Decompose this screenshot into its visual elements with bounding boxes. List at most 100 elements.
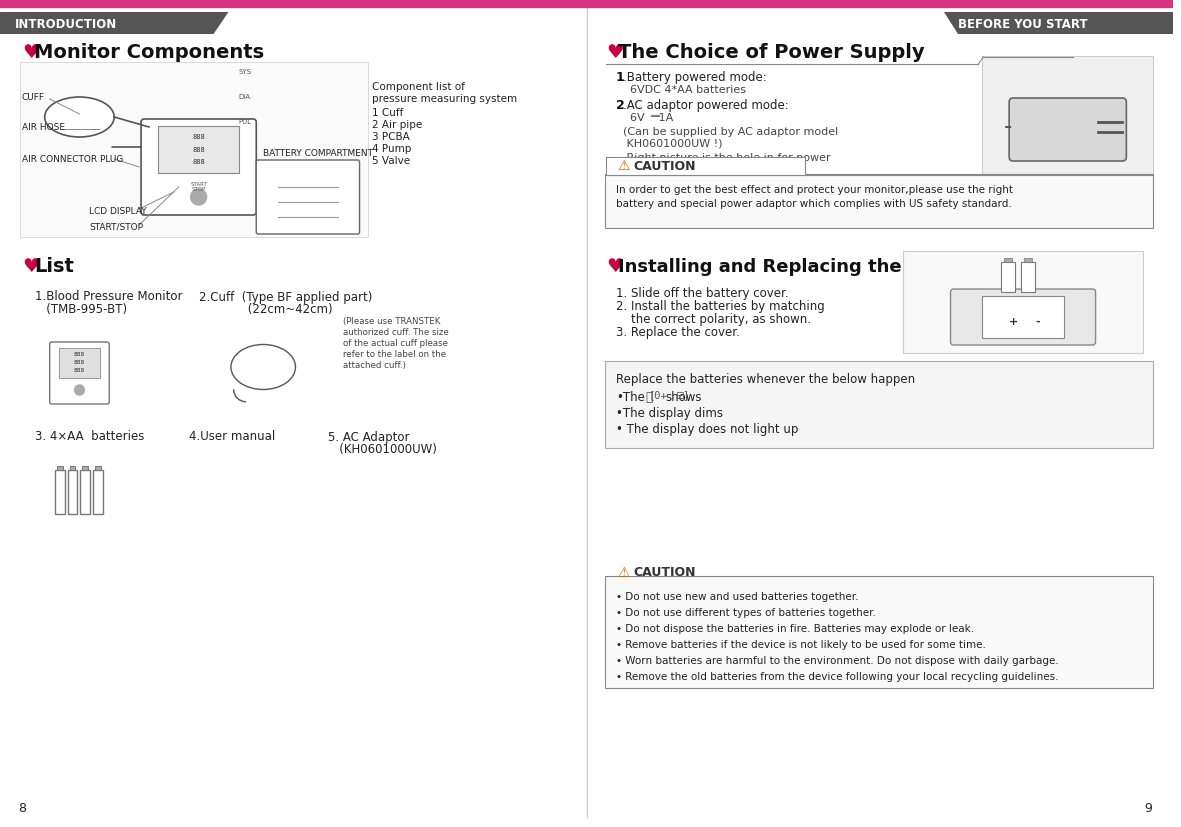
Text: • Remove batteries if the device is not likely to be used for some time.: • Remove batteries if the device is not … xyxy=(615,640,986,650)
Text: START
STOP: START STOP xyxy=(190,182,207,193)
Text: of the actual cuff please: of the actual cuff please xyxy=(342,339,448,348)
Text: 1 Cuff: 1 Cuff xyxy=(372,108,404,118)
Bar xyxy=(67,470,78,514)
Text: refer to the label on the: refer to the label on the xyxy=(342,350,445,359)
Bar xyxy=(54,470,65,514)
Text: ⊟]: ⊟] xyxy=(676,390,689,400)
Bar xyxy=(0,0,1173,7)
FancyBboxPatch shape xyxy=(59,348,100,378)
Text: adaptor.: adaptor. xyxy=(615,165,672,175)
Text: CUFF: CUFF xyxy=(22,93,45,102)
Text: 8: 8 xyxy=(18,802,26,815)
Text: (KH0601000UW): (KH0601000UW) xyxy=(328,443,437,457)
Text: 1.Blood Pressure Monitor: 1.Blood Pressure Monitor xyxy=(34,290,182,304)
FancyBboxPatch shape xyxy=(983,56,1153,188)
Circle shape xyxy=(74,385,84,395)
Text: ⚠: ⚠ xyxy=(618,159,631,173)
Bar xyxy=(1004,258,1012,262)
Text: attached cuff.): attached cuff.) xyxy=(342,361,405,370)
Text: -: - xyxy=(1036,317,1040,327)
FancyBboxPatch shape xyxy=(606,157,804,175)
FancyBboxPatch shape xyxy=(605,174,1153,228)
Text: ♥: ♥ xyxy=(606,257,624,276)
Text: •The display dims: •The display dims xyxy=(615,407,723,420)
FancyBboxPatch shape xyxy=(256,160,359,234)
Text: BEFORE YOU START: BEFORE YOU START xyxy=(959,17,1088,31)
Text: The Choice of Power Supply: The Choice of Power Supply xyxy=(618,42,925,61)
Text: ⚠: ⚠ xyxy=(618,566,631,580)
Text: • Do not use new and used batteries together.: • Do not use new and used batteries toge… xyxy=(615,592,859,602)
Text: shows: shows xyxy=(665,391,702,404)
Text: 888: 888 xyxy=(193,134,205,140)
Text: 4.User manual: 4.User manual xyxy=(189,431,275,443)
Text: (22cm~42cm): (22cm~42cm) xyxy=(198,304,332,317)
FancyBboxPatch shape xyxy=(983,296,1064,338)
Text: INTRODUCTION: INTRODUCTION xyxy=(15,17,117,31)
FancyBboxPatch shape xyxy=(605,576,1153,688)
Text: 888: 888 xyxy=(74,361,85,366)
Text: ♥: ♥ xyxy=(22,257,39,276)
FancyBboxPatch shape xyxy=(605,361,1153,448)
Text: .AC adaptor powered mode:: .AC adaptor powered mode: xyxy=(622,99,789,112)
Text: 4 Pump: 4 Pump xyxy=(372,144,412,154)
Text: 3. Replace the cover.: 3. Replace the cover. xyxy=(615,326,739,339)
FancyBboxPatch shape xyxy=(1009,98,1127,161)
Text: (Can be supplied by AC adaptor model: (Can be supplied by AC adaptor model xyxy=(615,127,839,137)
Text: 9: 9 xyxy=(1144,802,1153,815)
Bar xyxy=(96,466,102,470)
Text: BATTERY COMPARTMENT: BATTERY COMPARTMENT xyxy=(263,150,373,159)
Text: • The display does not light up: • The display does not light up xyxy=(615,423,798,436)
Text: CAUTION: CAUTION xyxy=(634,160,696,173)
Bar xyxy=(1024,258,1032,262)
Text: SYS: SYS xyxy=(239,69,252,75)
Bar xyxy=(57,466,63,470)
Text: ♥: ♥ xyxy=(606,42,624,61)
Text: the correct polarity, as shown.: the correct polarity, as shown. xyxy=(615,313,811,326)
Text: 5 Valve: 5 Valve xyxy=(372,156,411,166)
Text: authorized cuff. The size: authorized cuff. The size xyxy=(342,328,449,337)
Text: •The: •The xyxy=(615,391,645,404)
Text: 2: 2 xyxy=(615,99,625,112)
Text: +: + xyxy=(1009,317,1018,327)
Text: 2. Install the batteries by matching: 2. Install the batteries by matching xyxy=(615,300,824,313)
Text: 2.Cuff  (Type BF applied part): 2.Cuff (Type BF applied part) xyxy=(198,290,372,304)
Text: List: List xyxy=(34,257,73,276)
FancyBboxPatch shape xyxy=(158,126,240,173)
Text: 1. Slide off the battery cover.: 1. Slide off the battery cover. xyxy=(615,287,789,300)
Text: LCD DISPLAY: LCD DISPLAY xyxy=(90,208,146,217)
Text: 5. AC Adaptor: 5. AC Adaptor xyxy=(328,431,410,443)
Text: 6VDC 4*AA batteries: 6VDC 4*AA batteries xyxy=(622,85,745,95)
Bar xyxy=(80,470,91,514)
Text: 888: 888 xyxy=(74,369,85,374)
Text: AIR HOSE: AIR HOSE xyxy=(22,122,65,131)
Text: • Do not dispose the batteries in fire. Batteries may explode or leak.: • Do not dispose the batteries in fire. … xyxy=(615,624,974,634)
Bar xyxy=(1022,262,1035,292)
Ellipse shape xyxy=(45,97,115,137)
FancyBboxPatch shape xyxy=(902,251,1143,353)
Text: • Worn batteries are harmful to the environment. Do not dispose with daily garba: • Worn batteries are harmful to the envi… xyxy=(615,656,1058,666)
Text: 🔋: 🔋 xyxy=(646,391,653,404)
Text: 2 Air pipe: 2 Air pipe xyxy=(372,120,423,130)
FancyBboxPatch shape xyxy=(141,119,256,215)
Text: (Please use TRANSTEK: (Please use TRANSTEK xyxy=(342,317,441,326)
Text: (TMB-995-BT): (TMB-995-BT) xyxy=(34,304,126,317)
Circle shape xyxy=(190,189,207,205)
Text: KH0601000UW !): KH0601000UW !) xyxy=(615,139,723,149)
Text: Monitor Components: Monitor Components xyxy=(34,42,263,61)
Text: • Do not use different types of batteries together.: • Do not use different types of batterie… xyxy=(615,608,875,618)
Text: 6V    1A: 6V 1A xyxy=(622,113,673,123)
Bar xyxy=(93,470,103,514)
Text: AIR CONNECTOR PLUG: AIR CONNECTOR PLUG xyxy=(22,155,123,164)
Text: Component list of: Component list of xyxy=(372,82,465,92)
Text: In order to get the best effect and protect your monitor,please use the right: In order to get the best effect and prot… xyxy=(615,185,1013,195)
Text: 888: 888 xyxy=(74,351,85,356)
Text: Right picture is the hole in for power: Right picture is the hole in for power xyxy=(615,153,830,163)
Text: PUL: PUL xyxy=(239,119,252,125)
Bar xyxy=(83,466,89,470)
Bar xyxy=(70,466,76,470)
Bar xyxy=(1001,262,1016,292)
Text: CAUTION: CAUTION xyxy=(634,566,696,580)
Text: • Remove the old batteries from the device following your local recycling guidel: • Remove the old batteries from the devi… xyxy=(615,672,1058,682)
FancyBboxPatch shape xyxy=(20,62,367,237)
Text: DIA: DIA xyxy=(239,94,250,100)
